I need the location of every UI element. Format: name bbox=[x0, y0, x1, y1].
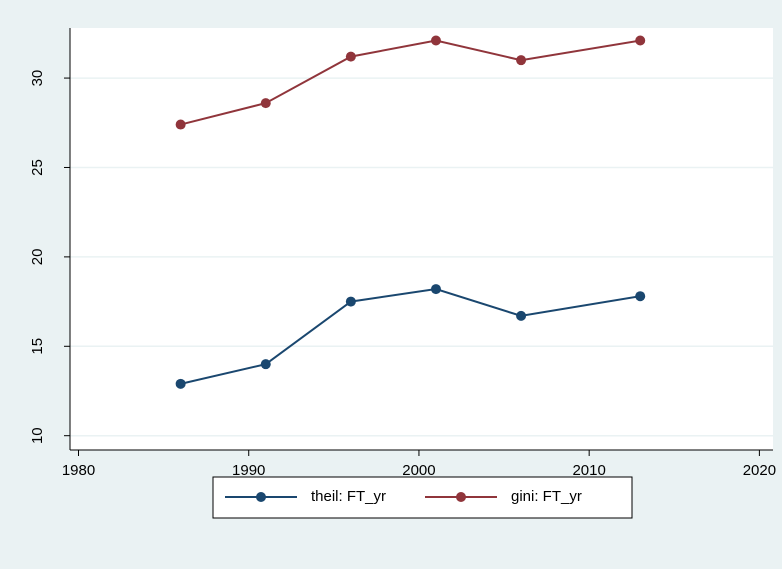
x-tick-label: 2020 bbox=[743, 462, 776, 479]
point bbox=[430, 284, 441, 295]
x-tick-label: 1980 bbox=[62, 462, 95, 479]
point bbox=[260, 98, 271, 109]
x-tick-label: 2000 bbox=[402, 462, 435, 479]
legend-label: gini: FT_yr bbox=[511, 488, 582, 505]
x-tick-label: 1990 bbox=[232, 462, 265, 479]
y-tick-label: 10 bbox=[29, 427, 46, 444]
legend-label: theil: FT_yr bbox=[311, 488, 386, 505]
y-tick-label: 15 bbox=[29, 338, 46, 355]
y-tick-label: 30 bbox=[29, 70, 46, 87]
point bbox=[516, 55, 527, 66]
point bbox=[635, 291, 646, 302]
y-tick-label: 25 bbox=[29, 159, 46, 176]
y-tick-label: 20 bbox=[29, 249, 46, 266]
series-line bbox=[180, 39, 641, 126]
legend-marker bbox=[456, 492, 466, 502]
legend-marker bbox=[256, 492, 266, 502]
point bbox=[260, 359, 271, 370]
x-tick-label: 2010 bbox=[572, 462, 605, 479]
point bbox=[345, 51, 356, 62]
point bbox=[516, 310, 527, 321]
point bbox=[175, 378, 186, 389]
point bbox=[345, 296, 356, 307]
point bbox=[430, 35, 441, 46]
point bbox=[175, 119, 186, 130]
series-line bbox=[180, 288, 641, 385]
point bbox=[635, 35, 646, 46]
plot-area bbox=[70, 28, 773, 450]
